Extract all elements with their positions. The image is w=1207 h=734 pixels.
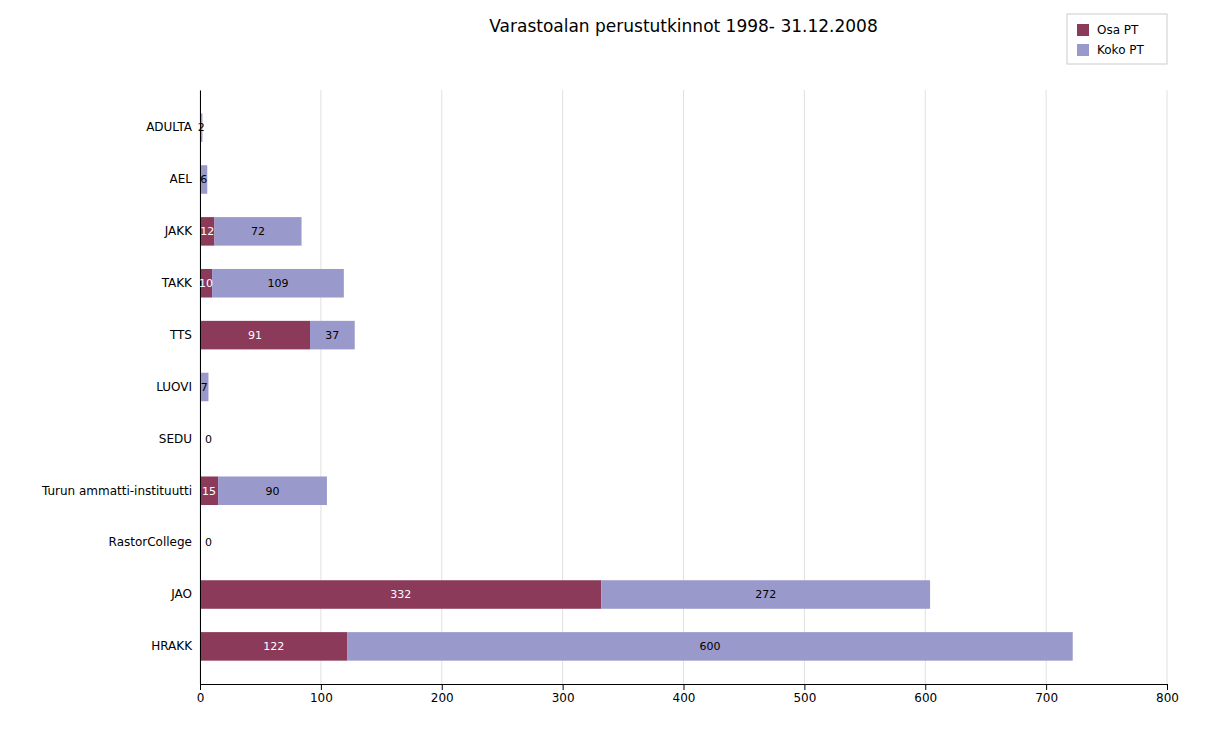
bar: [200, 476, 218, 505]
data-label: 90: [266, 485, 280, 498]
data-label: 600: [700, 640, 721, 653]
tick: 700: [1035, 684, 1058, 705]
tick-label: 600: [914, 691, 937, 705]
data-labels: 122 600 332 272 0 15 90 0 7 91 37 10 109 12 72 6 2: [198, 121, 776, 653]
bar: [200, 217, 215, 246]
bar: [200, 580, 601, 609]
chart-svg: 0100200300400500600700800HRAKKJAORastorC…: [0, 0, 1207, 734]
tick-label: TAKK: [161, 276, 193, 290]
tick-label: RastorCollege: [109, 535, 192, 549]
tick-label: 200: [431, 691, 454, 705]
legend-swatch: [1077, 44, 1089, 56]
tick: JAKK: [164, 224, 200, 238]
data-label: 109: [267, 277, 288, 290]
bar: [215, 217, 302, 246]
data-label: 6: [200, 173, 207, 186]
data-label: 332: [390, 588, 411, 601]
data-label: 0: [205, 536, 212, 549]
legend-item: Osa PT: [1077, 23, 1139, 37]
bar: [200, 269, 212, 298]
legend-swatch: [1077, 24, 1089, 36]
tick: AEL: [170, 172, 200, 186]
tick: JAO: [170, 587, 200, 601]
tick: 0: [197, 684, 205, 705]
tick: ADULTA: [146, 120, 200, 134]
tick: HRAKK: [151, 639, 200, 653]
tick-mark: [200, 684, 201, 690]
tick-mark: [563, 684, 564, 690]
data-label: 37: [325, 329, 339, 342]
bar: [200, 373, 208, 402]
data-label: 10: [199, 277, 213, 290]
title: Varastoalan perustutkinnot 1998- 31.12.2…: [489, 16, 878, 36]
data-label: 2: [198, 121, 205, 134]
bars: [200, 113, 1073, 660]
data-label: 272: [755, 588, 776, 601]
bar: [310, 321, 355, 350]
tick-label: HRAKK: [151, 639, 193, 653]
bar: [200, 321, 310, 350]
tick: 300: [552, 684, 575, 705]
grid-line: [1046, 90, 1047, 684]
bar: [218, 476, 327, 505]
tick-label: Turun ammatti-instituutti: [41, 484, 192, 498]
tick-mark: [1046, 684, 1047, 690]
legend-label: Osa PT: [1097, 23, 1139, 37]
tick: 200: [431, 684, 454, 705]
tick-mark: [321, 684, 322, 690]
tick: 400: [673, 684, 696, 705]
tick-label: ADULTA: [146, 120, 193, 134]
tick-label: SEDU: [159, 432, 192, 446]
tick: LUOVI: [156, 380, 200, 394]
tick: TTS: [169, 328, 200, 342]
y-axis: HRAKK JAO RastorCollege Turun ammatti-insti…: [41, 91, 201, 685]
bar: [212, 269, 344, 298]
legend-label: Koko PT: [1097, 43, 1145, 57]
tick-label: AEL: [170, 172, 193, 186]
tick-label: 100: [310, 691, 333, 705]
tick: 100: [310, 684, 333, 705]
tick-mark: [804, 684, 805, 690]
data-label: 15: [202, 485, 216, 498]
tick-mark: [442, 684, 443, 690]
data-label: 72: [251, 225, 265, 238]
bar: [200, 165, 207, 194]
tick: RastorCollege: [109, 535, 200, 549]
tick: 600: [914, 684, 937, 705]
tick: TAKK: [161, 276, 200, 290]
tick-label: 800: [1156, 691, 1179, 705]
data-label: 122: [263, 640, 284, 653]
tick-mark: [684, 684, 685, 690]
tick-label: 400: [673, 691, 696, 705]
tick: Turun ammatti-instituutti: [41, 484, 200, 498]
data-label: 12: [200, 225, 214, 238]
tick-label: 300: [552, 691, 575, 705]
tick-mark: [1167, 684, 1168, 690]
data-label: 91: [248, 329, 262, 342]
legend: Osa PT Koko PT: [1067, 14, 1167, 64]
data-label: 0: [205, 433, 212, 446]
legend-item: Koko PT: [1077, 43, 1145, 57]
grid: [200, 90, 1167, 684]
tick-label: JAO: [170, 587, 192, 601]
tick-label: JAKK: [164, 224, 193, 238]
tick: SEDU: [159, 432, 200, 446]
tick-label: TTS: [169, 328, 192, 342]
bar: [601, 580, 930, 609]
tick: 800: [1156, 684, 1179, 705]
tick-label: LUOVI: [156, 380, 192, 394]
tick: 500: [793, 684, 816, 705]
tick-label: 500: [793, 691, 816, 705]
legend-box: [1067, 14, 1167, 64]
tick-label: 0: [197, 691, 205, 705]
tick-label: 700: [1035, 691, 1058, 705]
data-label: 7: [201, 381, 208, 394]
x-axis: 0 100 200 300 400 500 600 700 800: [197, 684, 1179, 705]
bar: [347, 632, 1072, 661]
tick-mark: [925, 684, 926, 690]
plot: 0100200300400500600700800HRAKKJAORastorC…: [41, 90, 1179, 705]
bar: [200, 632, 347, 661]
grid-line: [1167, 90, 1168, 684]
